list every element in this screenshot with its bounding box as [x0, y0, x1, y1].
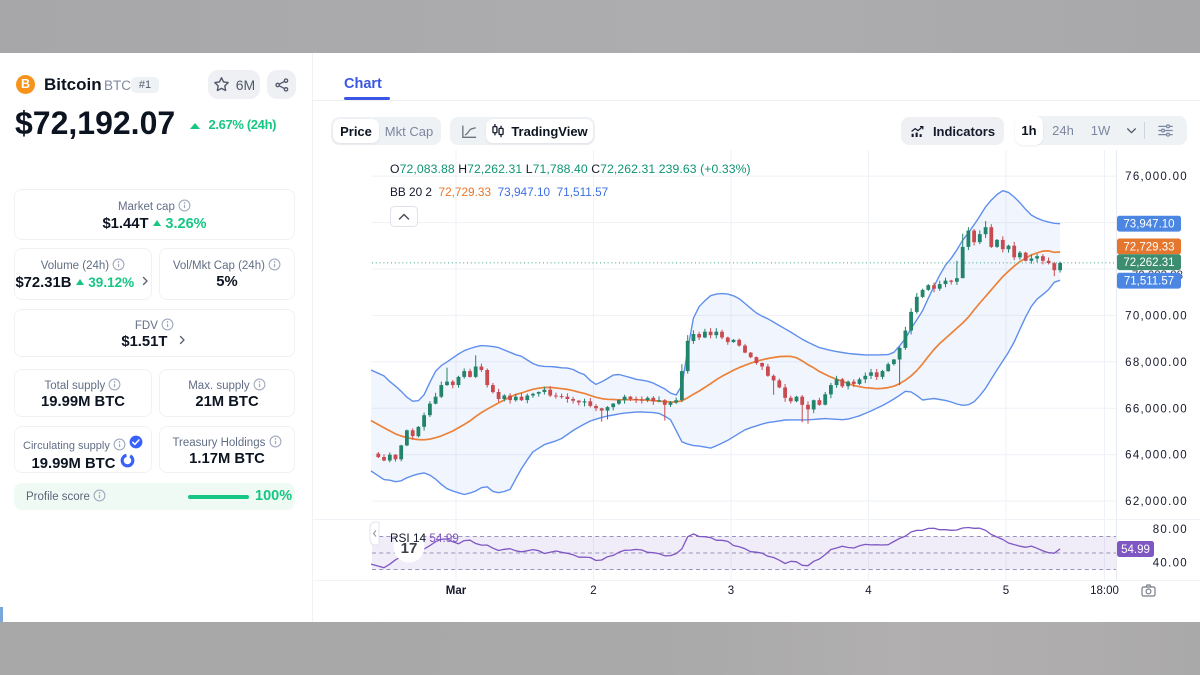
- svg-text:BB 20 2 72,729.33 73,947.10: BB 20 2 72,729.33 73,947.10 71,511.57: [390, 185, 608, 199]
- svg-text:76,000.00: 76,000.00: [1125, 171, 1188, 183]
- svg-text:73,947.10: 73,947.10: [1123, 219, 1174, 231]
- svg-text:66,000.00: 66,000.00: [1125, 403, 1188, 415]
- svg-text:68,000.00: 68,000.00: [1125, 357, 1188, 369]
- svg-text:40.00: 40.00: [1153, 558, 1188, 570]
- svg-text:70,000.00: 70,000.00: [1125, 310, 1188, 322]
- svg-text:62,000.00: 62,000.00: [1125, 496, 1188, 508]
- svg-text:5: 5: [1003, 585, 1009, 597]
- svg-text:80.00: 80.00: [1153, 524, 1188, 536]
- svg-text:2: 2: [590, 585, 596, 597]
- svg-text:3: 3: [728, 585, 734, 597]
- svg-text:72,262.31: 72,262.31: [1123, 257, 1174, 269]
- svg-text:18:00: 18:00: [1090, 585, 1119, 597]
- svg-text:4: 4: [865, 585, 872, 597]
- svg-text:54.99: 54.99: [1121, 544, 1150, 556]
- svg-text:Mar: Mar: [446, 585, 467, 597]
- svg-text:72,729.33: 72,729.33: [1123, 241, 1174, 253]
- svg-text:71,511.57: 71,511.57: [1124, 276, 1174, 288]
- svg-text:RSI 14 54.99: RSI 14 54.99: [390, 531, 459, 545]
- svg-text:64,000.00: 64,000.00: [1125, 450, 1188, 462]
- svg-text:O72,083.88 H72,262.31 L71,788.: O72,083.88 H72,262.31 L71,788.40 C72,262…: [390, 162, 751, 176]
- svg-text:17: 17: [401, 540, 418, 557]
